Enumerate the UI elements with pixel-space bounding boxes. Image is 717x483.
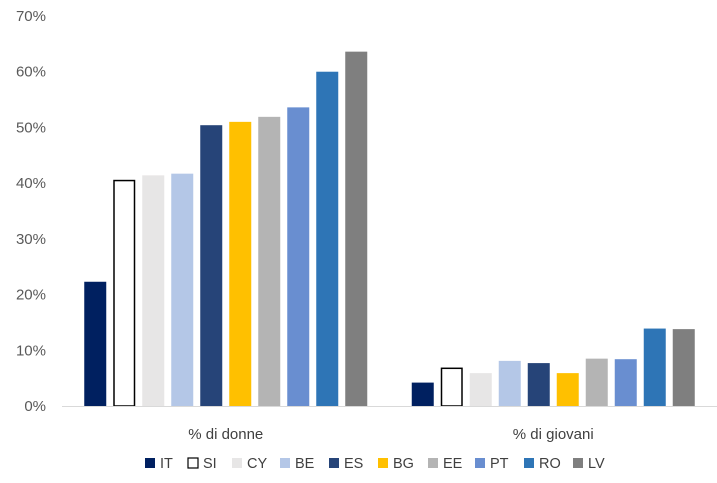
bar-it-1: [411, 382, 434, 406]
legend-swatch-si: [187, 457, 199, 469]
y-tick-label: 10%: [16, 342, 46, 359]
bar-lv-1: [672, 329, 695, 406]
bar-lv-0: [345, 51, 368, 407]
legend-swatch-pt: [475, 458, 485, 468]
legend-swatch-it: [145, 458, 155, 468]
x-category-label: % di donne: [188, 426, 263, 443]
legend-swatch-ee: [428, 458, 438, 468]
legend-swatch-be: [280, 458, 290, 468]
y-tick-label: 50%: [16, 119, 46, 136]
legend-label-be: BE: [295, 456, 315, 472]
y-tick-label: 60%: [16, 64, 46, 81]
y-axis: 0% 10% 20% 30% 40% 50% 60% 70%: [16, 8, 46, 415]
bar-es-1: [527, 363, 550, 406]
legend-label-bg: BG: [393, 456, 414, 472]
x-category-label: % di giovani: [513, 426, 594, 443]
bar-cy-0: [142, 175, 165, 406]
y-tick-label: 20%: [16, 287, 46, 304]
bar-ro-0: [316, 71, 339, 406]
y-tick-label: 40%: [16, 175, 46, 192]
legend-label-it: IT: [160, 456, 173, 472]
bar-be-0: [171, 173, 194, 406]
legend-label-pt: PT: [490, 456, 509, 472]
x-axis: % di donne % di giovani: [188, 426, 593, 443]
bar-ee-0: [258, 116, 281, 406]
legend-swatch-bg: [378, 458, 388, 468]
legend-label-si: SI: [203, 456, 217, 472]
bar-be-1: [498, 360, 521, 406]
legend-swatch-es: [329, 458, 339, 468]
y-tick-label: 70%: [16, 8, 46, 25]
bar-ro-1: [643, 328, 666, 406]
bars: [84, 51, 695, 407]
bar-pt-0: [287, 107, 310, 406]
bar-ee-1: [585, 358, 608, 406]
legend: IT SI CY BE ES BG EE PT RO LV: [145, 456, 605, 472]
y-tick-label: 30%: [16, 231, 46, 248]
bar-si-0: [113, 179, 136, 407]
legend-label-cy: CY: [247, 456, 267, 472]
bar-si-1: [440, 367, 463, 407]
bar-es-0: [200, 125, 223, 406]
legend-label-ro: RO: [539, 456, 561, 472]
bar-cy-1: [469, 373, 492, 406]
legend-swatch-lv: [573, 458, 583, 468]
legend-swatch-cy: [232, 458, 242, 468]
y-tick-label: 0%: [24, 398, 46, 415]
legend-label-lv: LV: [588, 456, 605, 472]
bar-it-0: [84, 281, 107, 406]
legend-label-es: ES: [344, 456, 363, 472]
bar-pt-1: [614, 359, 637, 406]
legend-swatch-ro: [524, 458, 534, 468]
bar-bg-1: [556, 373, 579, 406]
bar-bg-0: [229, 121, 252, 406]
legend-label-ee: EE: [443, 456, 463, 472]
